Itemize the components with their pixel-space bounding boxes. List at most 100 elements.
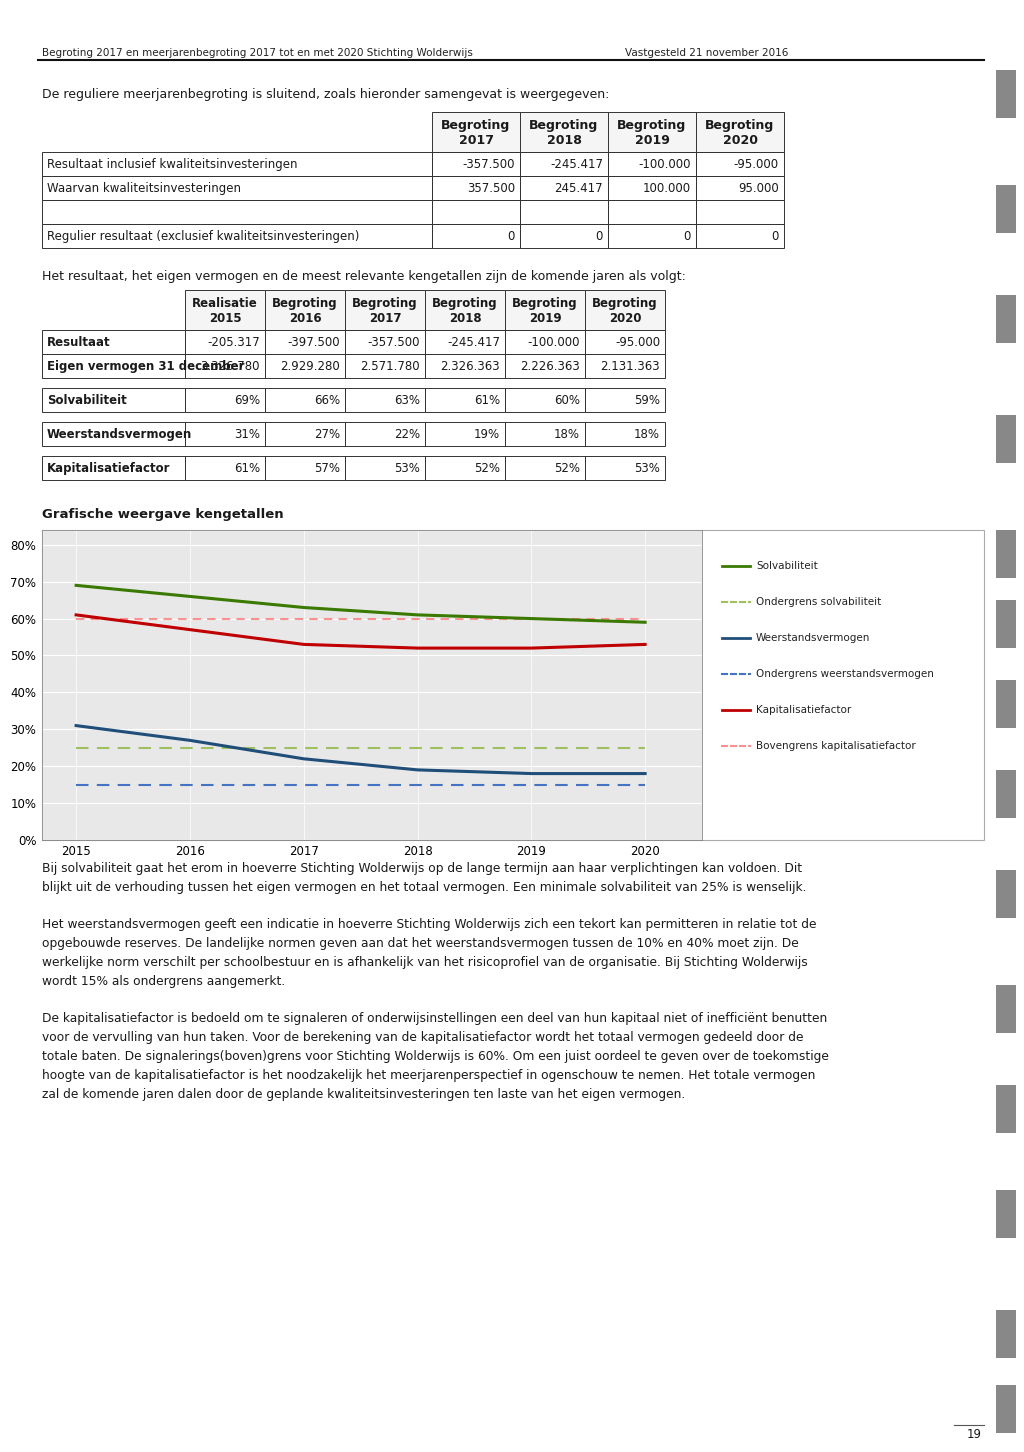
Bar	[696, 224, 784, 248]
Bar	[265, 456, 345, 481]
Bar	[996, 415, 1016, 463]
Text: -95.000: -95.000	[734, 158, 779, 171]
Text: 19: 19	[967, 1427, 982, 1440]
Text: Begroting: Begroting	[512, 298, 578, 309]
Text: Resultaat: Resultaat	[47, 335, 111, 348]
Bar	[608, 200, 696, 224]
Bar	[585, 423, 665, 446]
Text: Begroting: Begroting	[441, 119, 511, 132]
Text: 18%: 18%	[554, 428, 580, 441]
Text: Grafische weergave kengetallen: Grafische weergave kengetallen	[42, 508, 284, 521]
Bar	[996, 1310, 1016, 1358]
Text: Begroting: Begroting	[272, 298, 338, 309]
Bar	[345, 354, 425, 378]
Text: Regulier resultaat (exclusief kwaliteitsinvesteringen): Regulier resultaat (exclusief kwaliteits…	[47, 229, 359, 242]
Bar	[505, 290, 585, 330]
Bar	[345, 290, 425, 330]
Bar	[585, 330, 665, 354]
Text: 61%: 61%	[233, 462, 260, 475]
Bar	[996, 530, 1016, 578]
Bar	[996, 600, 1016, 648]
Text: 2.326.363: 2.326.363	[440, 360, 500, 373]
Bar	[42, 152, 432, 176]
Bar	[608, 112, 696, 152]
Text: Begroting: Begroting	[592, 298, 657, 309]
Bar	[265, 388, 345, 412]
Text: -357.500: -357.500	[463, 158, 515, 171]
Text: Vastgesteld 21 november 2016: Vastgesteld 21 november 2016	[625, 48, 788, 58]
Text: Weerstandsvermogen: Weerstandsvermogen	[756, 633, 870, 643]
Text: 66%: 66%	[314, 393, 340, 407]
Text: 53%: 53%	[634, 462, 660, 475]
Text: Het resultaat, het eigen vermogen en de meest relevante kengetallen zijn de kome: Het resultaat, het eigen vermogen en de …	[42, 270, 686, 283]
Text: 19%: 19%	[474, 428, 500, 441]
Text: 2017: 2017	[459, 134, 494, 147]
Bar	[996, 1085, 1016, 1133]
Bar	[696, 176, 784, 200]
Bar	[345, 388, 425, 412]
Text: -100.000: -100.000	[527, 335, 580, 348]
Text: Kapitalisatiefactor: Kapitalisatiefactor	[756, 706, 851, 714]
Bar	[505, 423, 585, 446]
Text: 2.929.280: 2.929.280	[281, 360, 340, 373]
Text: 95.000: 95.000	[738, 182, 779, 195]
Text: hoogte van de kapitalisatiefactor is het noodzakelijk het meerjarenperspectief i: hoogte van de kapitalisatiefactor is het…	[42, 1069, 815, 1082]
Bar	[996, 295, 1016, 343]
Bar	[996, 984, 1016, 1032]
Text: 2015: 2015	[209, 312, 242, 325]
Bar	[185, 423, 265, 446]
Bar	[520, 152, 608, 176]
Bar	[42, 224, 432, 248]
Bar	[425, 423, 505, 446]
Text: 0: 0	[596, 229, 603, 242]
Bar	[432, 176, 520, 200]
Bar	[345, 423, 425, 446]
Text: zal de komende jaren dalen door de geplande kwaliteitsinvesteringen ten laste va: zal de komende jaren dalen door de gepla…	[42, 1088, 685, 1101]
Text: Solvabiliteit: Solvabiliteit	[47, 393, 127, 407]
Text: 0: 0	[508, 229, 515, 242]
Text: -100.000: -100.000	[639, 158, 691, 171]
Text: Begroting: Begroting	[706, 119, 774, 132]
Bar	[696, 152, 784, 176]
Text: Begroting: Begroting	[352, 298, 418, 309]
Bar	[42, 456, 185, 481]
Bar	[425, 330, 505, 354]
Bar	[185, 330, 265, 354]
Text: 57%: 57%	[314, 462, 340, 475]
Bar	[608, 176, 696, 200]
Text: 18%: 18%	[634, 428, 660, 441]
Text: 52%: 52%	[474, 462, 500, 475]
Bar	[696, 200, 784, 224]
Text: 61%: 61%	[474, 393, 500, 407]
Text: Waarvan kwaliteitsinvesteringen: Waarvan kwaliteitsinvesteringen	[47, 182, 241, 195]
Text: Begroting 2017 en meerjarenbegroting 2017 tot en met 2020 Stichting Wolderwijs: Begroting 2017 en meerjarenbegroting 201…	[42, 48, 473, 58]
Text: Ondergrens weerstandsvermogen: Ondergrens weerstandsvermogen	[756, 669, 934, 680]
Bar	[585, 290, 665, 330]
Text: 22%: 22%	[394, 428, 420, 441]
Bar	[520, 176, 608, 200]
Text: -357.500: -357.500	[368, 335, 420, 348]
Bar	[505, 354, 585, 378]
Text: Begroting: Begroting	[529, 119, 599, 132]
Bar	[185, 354, 265, 378]
Text: 2017: 2017	[369, 312, 401, 325]
Bar	[425, 456, 505, 481]
Text: 0: 0	[772, 229, 779, 242]
Bar	[185, 456, 265, 481]
Text: 69%: 69%	[233, 393, 260, 407]
Bar	[996, 1385, 1016, 1433]
Text: 27%: 27%	[314, 428, 340, 441]
Bar	[996, 70, 1016, 118]
Text: De reguliere meerjarenbegroting is sluitend, zoals hieronder samengevat is weerg: De reguliere meerjarenbegroting is sluit…	[42, 89, 609, 102]
Bar	[425, 354, 505, 378]
Text: 2.226.363: 2.226.363	[520, 360, 580, 373]
Bar	[432, 112, 520, 152]
Text: 2018: 2018	[547, 134, 582, 147]
Text: 59%: 59%	[634, 393, 660, 407]
Text: Begroting: Begroting	[432, 298, 498, 309]
Text: blijkt uit de verhouding tussen het eigen vermogen en het totaal vermogen. Een m: blijkt uit de verhouding tussen het eige…	[42, 881, 807, 894]
Text: 31%: 31%	[234, 428, 260, 441]
Text: 2.571.780: 2.571.780	[360, 360, 420, 373]
Text: Solvabiliteit: Solvabiliteit	[756, 560, 818, 571]
Text: -205.317: -205.317	[207, 335, 260, 348]
